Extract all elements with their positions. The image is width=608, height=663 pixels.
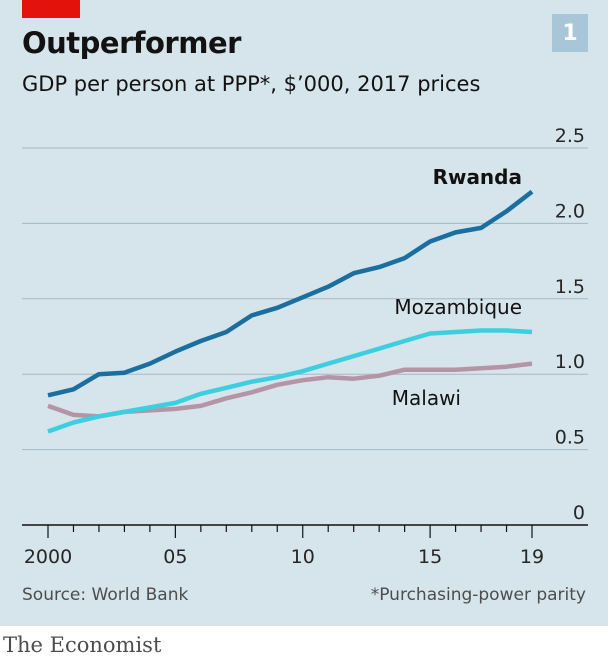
y-tick-label: 1.5 <box>555 276 585 298</box>
source-note: Source: World Bank <box>22 585 189 605</box>
chart-title: Outperformer <box>22 26 241 60</box>
chart-number-badge: 1 <box>552 14 588 52</box>
y-tick-label: 2.5 <box>555 125 585 147</box>
x-tick-label: 2000 <box>24 546 72 568</box>
series-label-rwanda: Rwanda <box>433 165 522 189</box>
x-tick-label: 15 <box>418 546 442 568</box>
chart-subtitle: GDP per person at PPP*, $’000, 2017 pric… <box>22 72 481 96</box>
brand-accent-tab <box>22 0 80 18</box>
x-tick-label: 19 <box>520 546 544 568</box>
y-tick-label: 0.5 <box>555 427 585 449</box>
footer-bar <box>0 625 608 663</box>
y-axis-tick-labels: 0 0.5 1.0 1.5 2.0 2.5 <box>555 125 585 524</box>
y-tick-label: 2.0 <box>555 200 585 222</box>
x-tick-label: 10 <box>291 546 315 568</box>
series-line-mozambique <box>47 328 533 434</box>
y-tick-label: 0 <box>573 502 585 524</box>
series-label-mozambique: Mozambique <box>394 295 522 319</box>
series-label-malawi: Malawi <box>392 386 461 410</box>
series-lines <box>47 189 534 434</box>
ppp-footnote: *Purchasing-power parity <box>370 585 586 605</box>
series-line-rwanda <box>47 189 534 398</box>
economist-wordmark: The Economist <box>3 633 162 657</box>
line-chart: 0 0.5 1.0 1.5 2.0 2.5 2000 05 10 15 19 Rwanda Moza… <box>22 125 588 568</box>
x-tick-label: 05 <box>163 546 187 568</box>
y-tick-label: 1.0 <box>555 351 585 373</box>
x-axis: 2000 05 10 15 19 <box>22 524 588 568</box>
series-labels: Rwanda Mozambique Malawi <box>392 165 522 410</box>
